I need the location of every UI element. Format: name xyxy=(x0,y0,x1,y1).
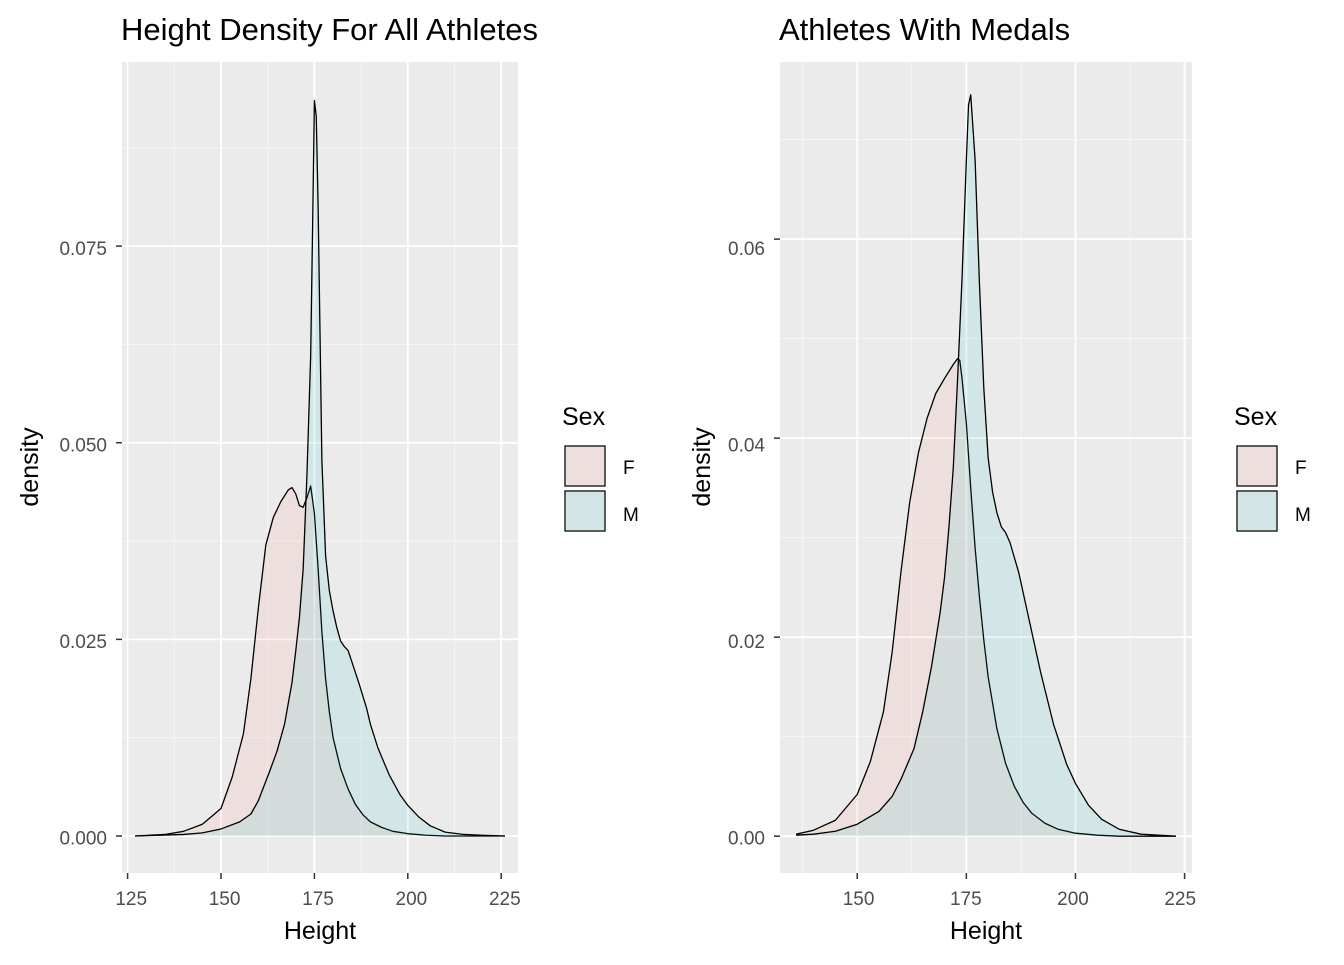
left-legend-label-f: F xyxy=(623,458,635,479)
right-x-tick-label-2: 200 xyxy=(1057,889,1089,910)
right-density-line-m xyxy=(796,94,1176,837)
right-density-fill-f xyxy=(796,358,1176,837)
left-legend-title: Sex xyxy=(562,403,606,431)
right-y-tick-label-2: 0.04 xyxy=(728,435,765,456)
right-y-tick-label-3: 0.06 xyxy=(728,239,765,260)
left-x-tick-label-4: 225 xyxy=(489,889,521,910)
left-y-tick-label-3: 0.075 xyxy=(59,239,107,260)
right-chart-title: Athletes With Medals xyxy=(779,12,1070,47)
left-gridlines xyxy=(122,62,518,873)
left-density-areas xyxy=(135,99,505,837)
left-legend-key-bg-f xyxy=(564,445,606,487)
left-axis-ticks xyxy=(116,245,502,879)
left-x-tick-label-0: 125 xyxy=(115,889,147,910)
left-y-tick-label-2: 0.050 xyxy=(59,435,107,456)
right-legend-key-bg-f xyxy=(1236,445,1278,487)
right-legend-label-f: F xyxy=(1295,458,1307,479)
left-chart: Height Density For All Athletes 0.000 0.… xyxy=(16,12,639,945)
right-x-axis-title: Height xyxy=(950,917,1022,945)
left-y-tick-label-1: 0.025 xyxy=(59,632,107,653)
left-x-tick-label-1: 150 xyxy=(209,889,241,910)
right-x-tick-label-0: 150 xyxy=(843,889,875,910)
right-density-fill-m xyxy=(796,94,1176,837)
right-gridlines xyxy=(780,62,1192,873)
right-legend-key-m xyxy=(1236,490,1278,532)
left-x-axis-title: Height xyxy=(284,917,356,945)
right-axis-ticks xyxy=(774,238,1186,879)
left-legend-label-m: M xyxy=(623,505,639,526)
right-plot-panel xyxy=(780,62,1192,873)
right-legend-key-bg-m xyxy=(1236,490,1278,532)
left-density-fill-m xyxy=(135,100,505,837)
left-density-fill-f xyxy=(135,485,505,837)
right-density-areas xyxy=(796,94,1176,837)
left-x-tick-label-3: 200 xyxy=(396,889,428,910)
left-legend-key-f xyxy=(564,445,606,487)
left-density-line-f xyxy=(135,485,505,837)
right-y-tick-label-0: 0.00 xyxy=(728,829,765,850)
right-legend-label-m: M xyxy=(1295,505,1311,526)
left-legend-key-m xyxy=(564,490,606,532)
left-y-tick-label-0: 0.000 xyxy=(59,829,107,850)
right-density-line-f xyxy=(796,357,1176,837)
right-chart: Athletes With Medals 0.00 0.02 0.04 0.06… xyxy=(688,12,1311,945)
left-chart-title: Height Density For All Athletes xyxy=(121,12,538,47)
right-y-axis-title: density xyxy=(688,427,716,507)
left-y-axis-title: density xyxy=(16,427,44,507)
left-legend: Sex F M xyxy=(562,403,639,532)
right-x-tick-label-1: 175 xyxy=(950,889,982,910)
right-legend: Sex F M xyxy=(1234,403,1311,532)
left-legend-key-bg-m xyxy=(564,490,606,532)
right-legend-title: Sex xyxy=(1234,403,1278,431)
right-legend-key-f xyxy=(1236,445,1278,487)
left-density-line-m xyxy=(135,99,505,837)
right-x-tick-label-3: 225 xyxy=(1164,889,1196,910)
left-x-tick-label-2: 175 xyxy=(302,889,334,910)
right-y-tick-label-1: 0.02 xyxy=(728,632,765,653)
